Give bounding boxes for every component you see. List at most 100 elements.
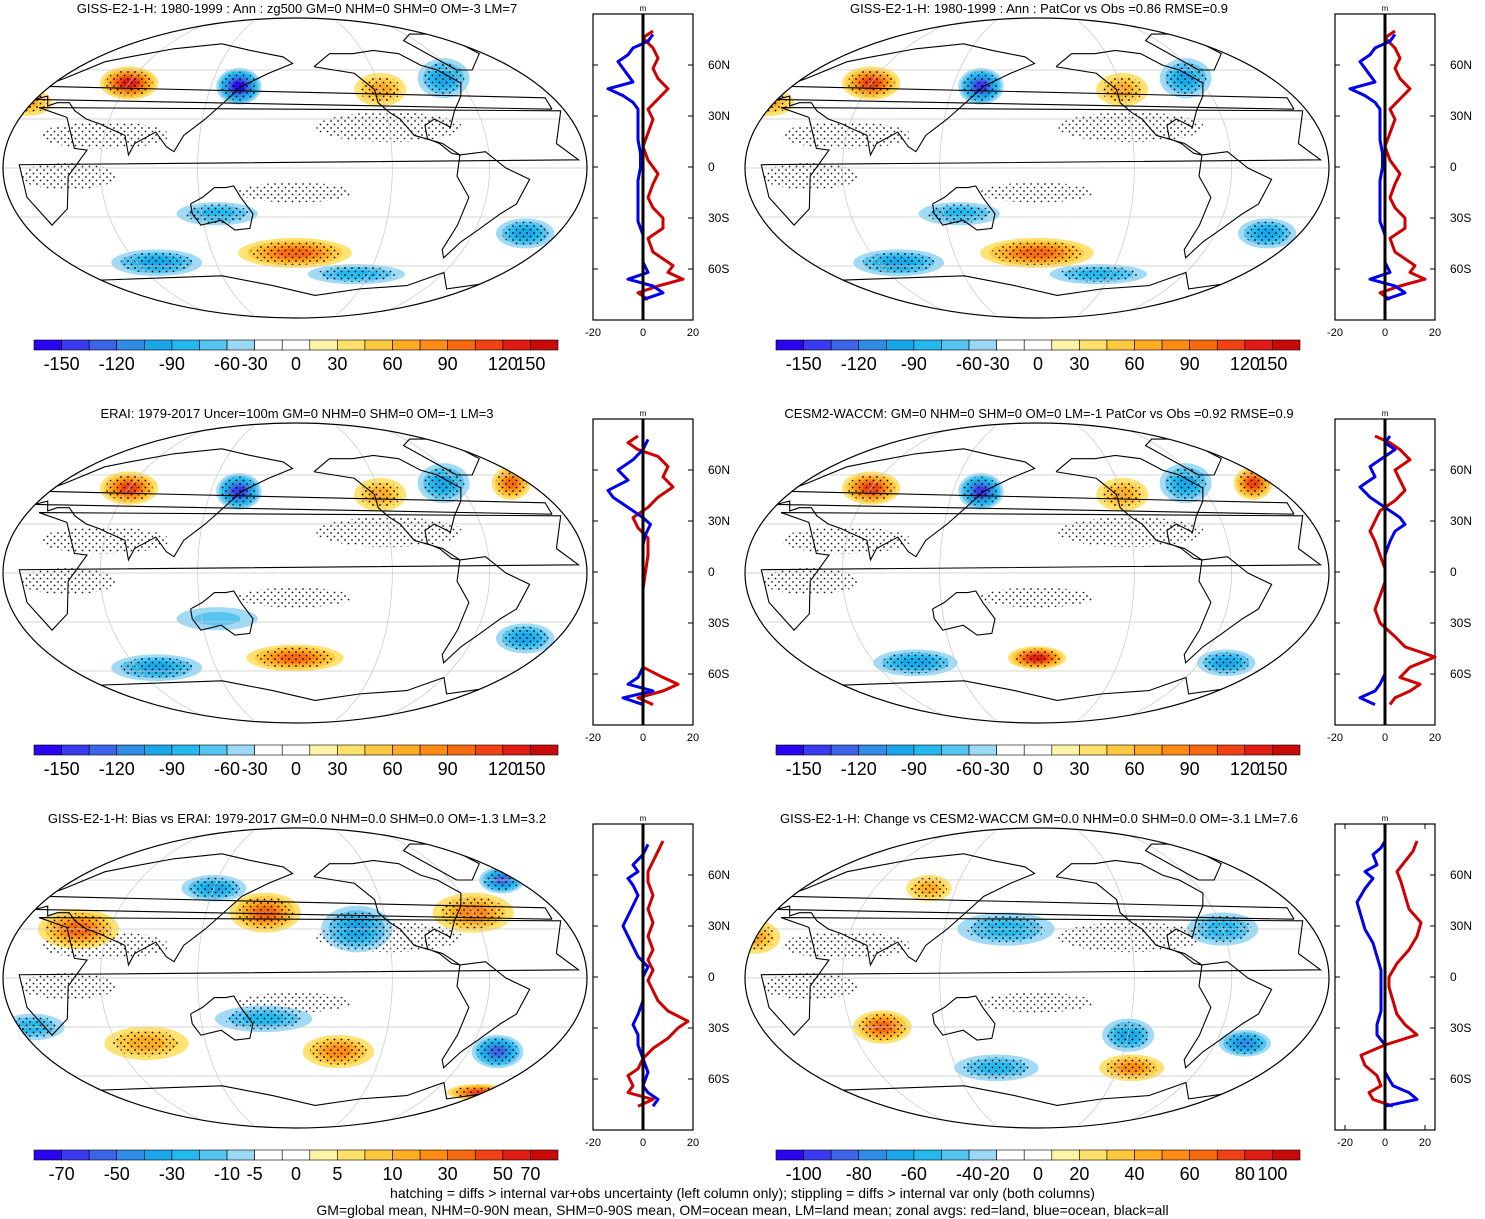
colorbar-swatch [1023,339,1053,351]
colorbar-swatch [1216,1149,1246,1161]
colorbar-label: 0 [291,354,301,374]
zonal-xtick-label: -20 [585,732,601,744]
colorbar-swatch [1079,1149,1108,1161]
colorbar-swatch [474,1149,504,1161]
colorbar-swatch [33,339,62,351]
panel-change-vs-cesm2: GISS-E2-1-H: Change vs CESM2-WACCM GM=0.… [742,810,1484,1215]
zonal-land-line [636,29,685,301]
colorbar-label: -60 [214,354,240,374]
colorbar-label: 60 [383,354,403,374]
zonal-mean-plot: 60N 30N 0 30S 60S -20 0 20 m [1334,814,1472,1149]
graticule [745,20,1329,316]
colorbar-swatch [858,744,887,756]
colorbar-label: -30 [159,1164,185,1184]
colorbar-swatch [996,339,1025,351]
footer-caption: hatching = diffs > internal var+obs unce… [0,1185,1485,1219]
colorbar-label: -150 [44,354,80,374]
colorbar-swatch [1051,744,1080,756]
anomaly-region-7 [495,623,555,654]
colorbar-label: 0 [291,1164,301,1184]
zonal-ytick-label: 30N [1450,109,1472,123]
zonal-ytick-label: 60N [1450,58,1472,72]
zonal-mean-plot: 60N 30N 0 30S 60S -20 0 20 m [585,814,730,1149]
colorbar-swatch [474,339,504,351]
colorbar-label: 150 [515,354,545,374]
zonal-xtick-label: 20 [1419,1137,1431,1149]
colorbar-label: -120 [99,759,135,779]
panel-title: GISS-E2-1-H: Bias vs ERAI: 1979-2017 GM=… [48,811,546,826]
anomaly-region-5 [111,654,203,682]
colorbar-swatch [116,1149,145,1161]
colorbar-swatch [281,1149,311,1161]
colorbar-label: 30 [1069,759,1089,779]
colorbar-label: 120 [1230,759,1260,779]
zonal-mean-plot: 60N 30N 0 30S 60S -20 0 20 m [585,409,730,744]
colorbar-label: 150 [1257,354,1287,374]
zonal-ytick-label: 0 [708,970,715,984]
zonal-land-line [1378,29,1427,301]
anomaly-region-6 [1196,649,1256,677]
colorbar-swatch [1216,339,1246,351]
colorbar-swatch [775,1149,804,1161]
anomaly-region-6 [1237,218,1297,249]
colorbar-swatch [1244,1149,1273,1161]
colorbar-swatch [913,1149,942,1161]
zonal-unit-label: m [640,814,647,823]
panel-title: ERAI: 1979-2017 Uncer=100m GM=0 NHM=0 SH… [100,406,493,421]
colorbar-label: 120 [488,354,518,374]
colorbar-label: -90 [159,354,185,374]
colorbar-swatch [1134,744,1163,756]
colorbar-swatch [1023,1149,1053,1161]
colorbar-label: 120 [1230,354,1260,374]
colorbar-swatch [803,339,832,351]
zonal-xtick-label: 20 [1429,732,1441,744]
colorbar-swatch [941,339,970,351]
panel-title: GISS-E2-1-H: 1980-1999 : Ann : PatCor vs… [850,1,1228,16]
colorbar-swatch [226,1149,255,1161]
coastlines [760,33,1323,296]
colorbar-label: -70 [49,1164,75,1184]
zonal-land-line [626,840,690,1108]
colorbar-swatch [254,1149,283,1161]
colorbar-label: -30 [984,354,1010,374]
map-border [744,422,1330,724]
colorbar-swatch [226,339,255,351]
colorbar-label: 90 [438,759,458,779]
colorbar: -100 -80 -60 -40 -20 0 20 40 60 80 100 [775,1149,1301,1184]
colorbar-swatch [116,339,145,351]
colorbar-swatch [61,339,90,351]
colorbar-swatch [144,1149,173,1161]
colorbar-swatch [226,744,255,756]
colorbar-swatch [447,744,476,756]
zonal-ytick-label: 30S [708,1021,729,1035]
colorbar-swatch [968,339,997,351]
zonal-ytick-label: 30N [708,514,730,528]
colorbar-swatch [337,744,366,756]
colorbar-swatch [1023,744,1053,756]
zonal-land-line [626,434,680,706]
colorbar-label: -120 [841,354,877,374]
colorbar-label: 60 [383,759,403,779]
colorbar-label: 10 [383,1164,403,1184]
colorbar-swatch [830,1149,860,1161]
anomaly-region-1 [958,68,1004,105]
colorbar-swatch [33,744,62,756]
colorbar-swatch [392,744,421,756]
anomaly-region-7 [1099,1054,1165,1082]
anomaly-region-1 [216,473,262,510]
colorbar-label: 70 [520,1164,540,1184]
zonal-ytick-label: 30S [708,211,729,225]
colorbar-label: 120 [488,759,518,779]
coastlines [18,33,581,296]
colorbar-label: 0 [1033,1164,1043,1184]
colorbar-swatch [996,744,1025,756]
colorbar-swatch [144,339,173,351]
anomaly-region-4 [246,644,344,672]
zonal-ytick-label: 60S [708,1072,729,1086]
zonal-ytick-label: 60S [1450,1072,1471,1086]
colorbar-swatch [171,1149,200,1161]
zonal-xtick-label: 20 [687,732,699,744]
zonal-xtick-label: -20 [1337,1137,1353,1149]
